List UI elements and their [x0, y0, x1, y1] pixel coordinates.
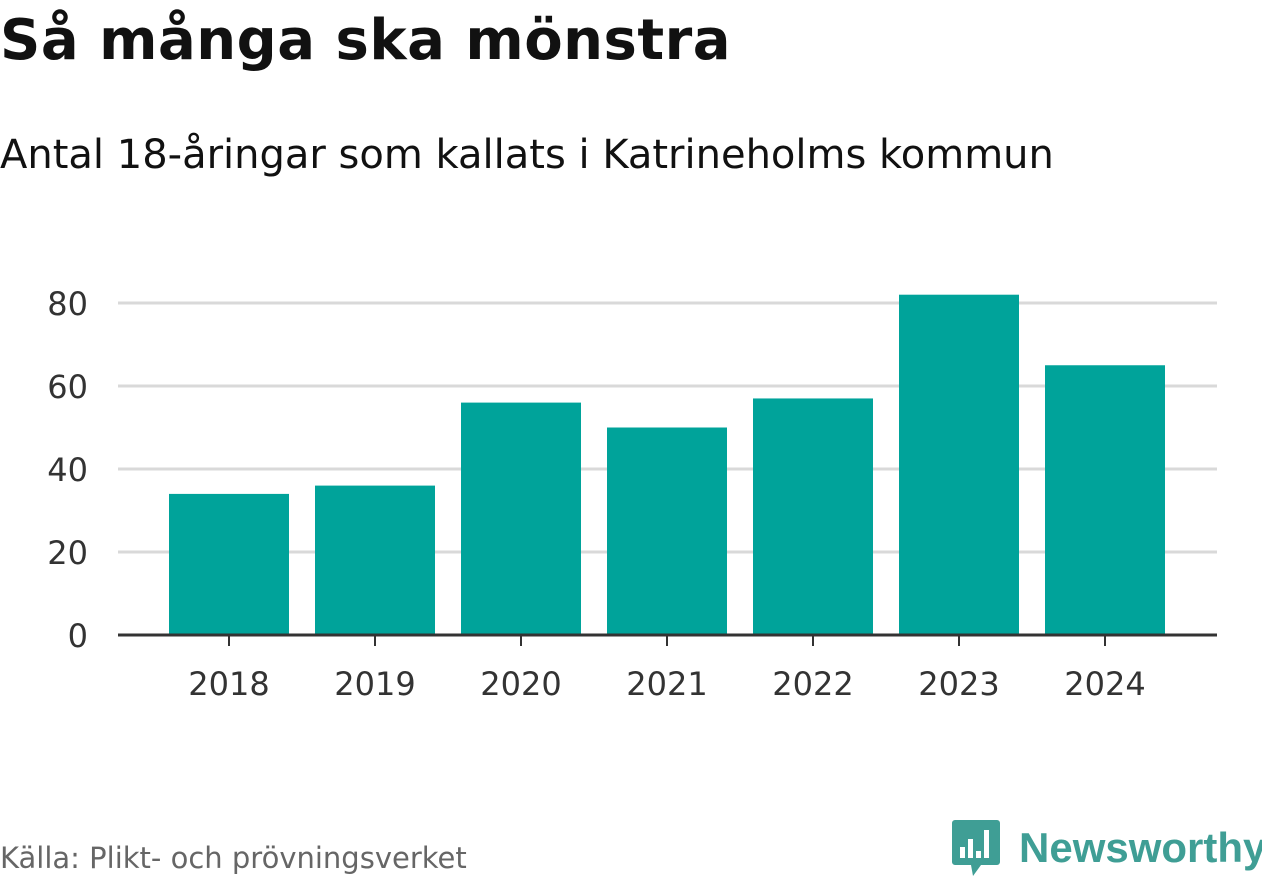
y-tick-label: 40	[47, 451, 88, 489]
bar	[169, 493, 289, 635]
chart-subtitle: Antal 18-åringar som kallats i Katrineho…	[0, 132, 1054, 178]
axes	[118, 633, 1217, 646]
bar	[753, 398, 873, 635]
y-tick-label: 20	[47, 534, 88, 572]
bar	[315, 485, 435, 635]
y-tick-label: 0	[68, 617, 88, 655]
chart-title: Så många ska mönstra	[0, 8, 732, 73]
x-tick-label: 2022	[772, 665, 853, 703]
y-tick-label: 60	[47, 368, 88, 406]
brand-name: Newsworthy	[1019, 824, 1262, 871]
x-tick-label: 2020	[480, 665, 561, 703]
x-tick-label: 2024	[1064, 665, 1145, 703]
bar	[607, 427, 727, 635]
x-tick-label: 2023	[918, 665, 999, 703]
brand-logo-link[interactable]: Newsworthy	[951, 818, 1262, 878]
x-tick-label: 2019	[334, 665, 415, 703]
source-note: Källa: Plikt- och prövningsverket	[0, 841, 467, 875]
bar	[1045, 365, 1165, 635]
tick-labels: 0 20 40 60 80 2018 2019 2020 2021 2022 2023 2024	[47, 285, 1145, 703]
y-tick-label: 80	[47, 285, 88, 323]
x-tick-label: 2021	[626, 665, 707, 703]
bar-chart-badge-icon	[952, 820, 1000, 876]
x-tick-label: 2018	[188, 665, 269, 703]
bars	[169, 294, 1165, 635]
bar	[461, 402, 581, 635]
bar	[899, 294, 1019, 635]
